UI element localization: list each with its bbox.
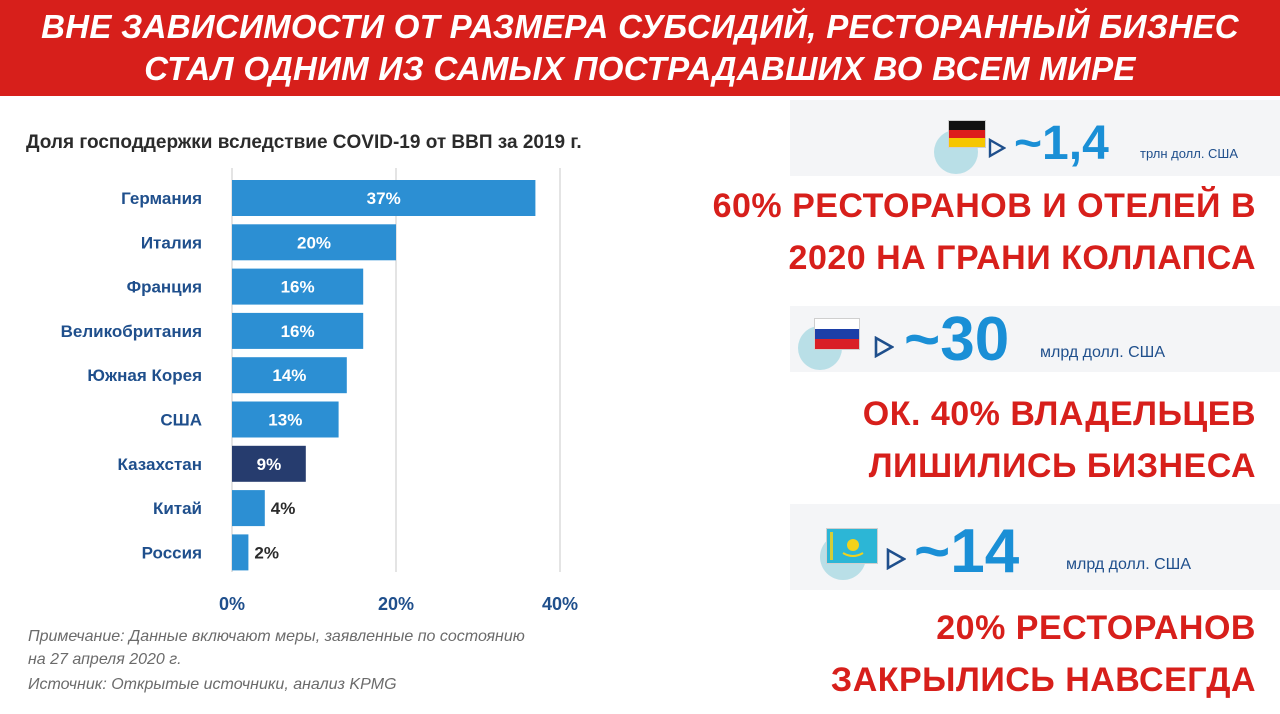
data-label: 4% bbox=[271, 499, 296, 518]
data-label: 2% bbox=[254, 543, 279, 562]
kazakhstan-stat-line-1: 20% РЕСТОРАНОВ bbox=[936, 609, 1256, 647]
category-label: Россия bbox=[142, 543, 202, 562]
russia-flag-icon bbox=[814, 318, 860, 350]
category-label: Южная Корея bbox=[87, 366, 202, 385]
category-label: Франция bbox=[127, 278, 202, 297]
bar-chart: 0% 20% 40% Германия 37% Италия 20% Франция 16% Ве… bbox=[61, 168, 578, 614]
kazakhstan-stat-line-2: ЗАКРЫЛИСЬ НАВСЕГДА bbox=[830, 661, 1256, 699]
data-label: 37% bbox=[367, 189, 401, 208]
kazakhstan-flag-icon bbox=[826, 528, 878, 564]
category-label: Китай bbox=[153, 499, 202, 518]
stat-strip-1 bbox=[790, 176, 1280, 306]
bar bbox=[232, 357, 347, 394]
germany-flag-icon bbox=[948, 120, 986, 148]
x-tick-label: 20% bbox=[378, 594, 414, 614]
chart-panel: Доля господдержки вследствие COVID-19 от… bbox=[18, 100, 798, 710]
bar bbox=[232, 180, 536, 216]
russia-amount: ~30 bbox=[904, 305, 1010, 374]
play-icon bbox=[988, 138, 1006, 158]
germany-unit: трлн долл. США bbox=[1140, 146, 1239, 161]
category-label: Германия bbox=[121, 189, 202, 208]
kazakhstan-unit: млрд долл. США bbox=[1066, 556, 1191, 573]
bar bbox=[232, 490, 265, 527]
data-label: 20% bbox=[297, 233, 331, 252]
x-tick-label: 40% bbox=[542, 594, 578, 614]
bar bbox=[232, 268, 364, 305]
bar bbox=[232, 534, 249, 571]
kazakhstan-stat: 20% РЕСТОРАНОВ ЗАКРЫЛИСЬ НАВСЕГДА bbox=[831, 602, 1256, 706]
data-label: 14% bbox=[272, 366, 306, 385]
category-label: Великобритания bbox=[61, 322, 202, 341]
data-label: 9% bbox=[257, 455, 282, 474]
banner-line-2: СТАЛ ОДНИМ ИЗ САМЫХ ПОСТРАДАВШИХ ВО ВСЕМ… bbox=[144, 50, 1136, 87]
data-label: 13% bbox=[268, 411, 302, 430]
title-banner: ВНЕ ЗАВИСИМОСТИ ОТ РАЗМЕРА СУБСИДИЙ, РЕС… bbox=[0, 0, 1280, 96]
category-label: Италия bbox=[141, 233, 202, 252]
germany-stat-line-2: 2020 НА ГРАНИ КОЛЛАПСА bbox=[788, 239, 1256, 277]
russia-stat: ОК. 40% ВЛАДЕЛЬЦЕВ ЛИШИЛИСЬ БИЗНЕСА bbox=[863, 388, 1256, 492]
russia-stat-line-2: ЛИШИЛИСЬ БИЗНЕСА bbox=[868, 447, 1256, 485]
germany-stat-line-1: 60% РЕСТОРАНОВ И ОТЕЛЕЙ В bbox=[712, 187, 1256, 225]
chart-title: Доля господдержки вследствие COVID-19 от… bbox=[26, 132, 582, 153]
germany-amount: ~1,4 bbox=[1014, 117, 1109, 170]
bar bbox=[232, 224, 396, 261]
russia-stat-line-1: ОК. 40% ВЛАДЕЛЬЦЕВ bbox=[862, 395, 1256, 433]
bar bbox=[232, 312, 364, 349]
germany-stat: 60% РЕСТОРАНОВ И ОТЕЛЕЙ В 2020 НА ГРАНИ … bbox=[713, 180, 1256, 284]
note-line-2: на 27 апреля 2020 г. bbox=[28, 651, 182, 668]
x-tick-label: 0% bbox=[219, 594, 245, 614]
stat-strip-2 bbox=[790, 372, 1280, 504]
play-icon bbox=[874, 336, 894, 358]
play-icon bbox=[886, 548, 906, 570]
bar bbox=[232, 445, 306, 482]
data-label: 16% bbox=[281, 322, 315, 341]
banner-line-1: ВНЕ ЗАВИСИМОСТИ ОТ РАЗМЕРА СУБСИДИЙ, РЕС… bbox=[41, 8, 1239, 45]
russia-unit: млрд долл. США bbox=[1040, 344, 1165, 361]
category-label: Казахстан bbox=[118, 455, 202, 474]
data-label: 16% bbox=[281, 278, 315, 297]
category-label: США bbox=[160, 411, 202, 430]
note-line-1: Примечание: Данные включают меры, заявле… bbox=[28, 628, 525, 645]
note-source: Источник: Открытые источники, анализ KPM… bbox=[28, 676, 397, 693]
bar bbox=[232, 401, 339, 438]
kazakhstan-amount: ~14 bbox=[914, 517, 1020, 586]
stat-strip-3 bbox=[790, 590, 1280, 714]
